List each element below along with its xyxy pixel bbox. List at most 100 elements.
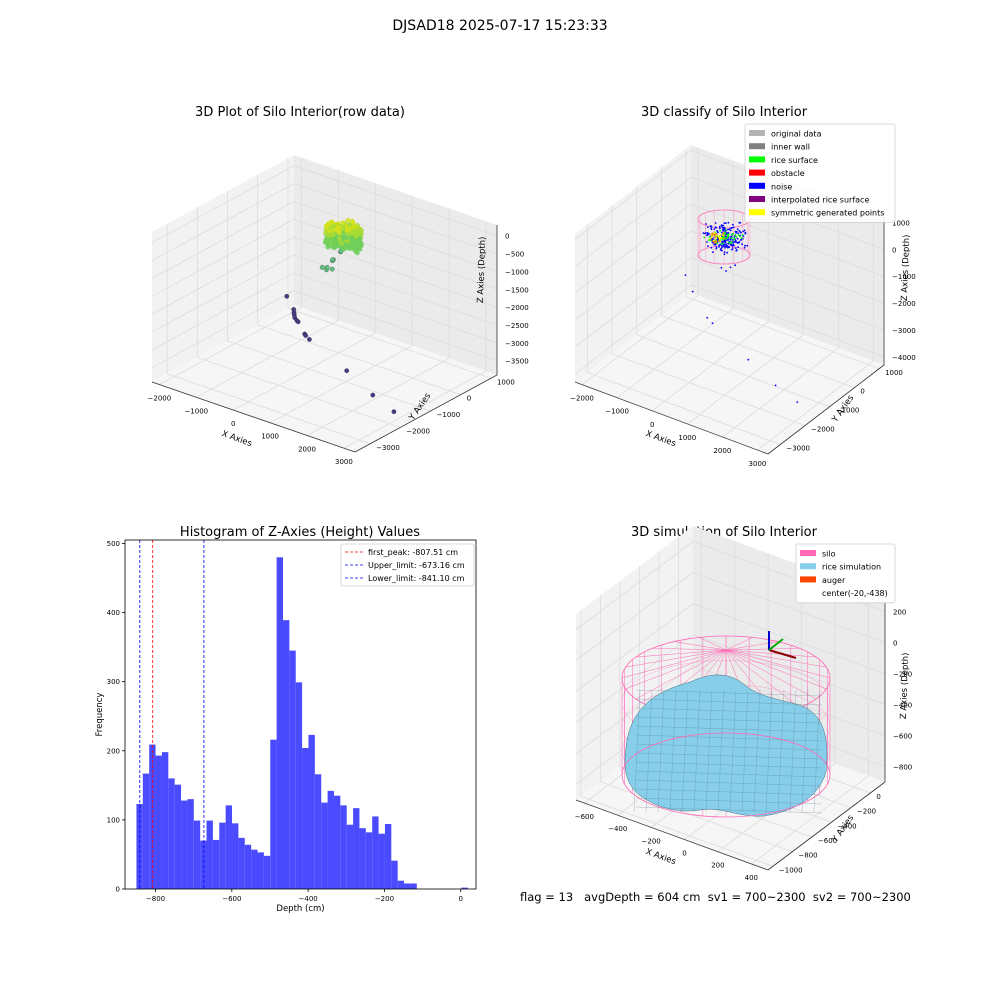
z-grid-line xyxy=(151,183,498,261)
noise-cluster-point xyxy=(746,244,749,247)
noise-cluster-point xyxy=(742,235,745,238)
x-axis-label: X Axies xyxy=(220,429,253,449)
y-grid-line xyxy=(685,148,880,370)
histogram-bar xyxy=(289,650,296,889)
histogram-bar xyxy=(327,790,334,889)
noise-cluster-point xyxy=(714,222,717,224)
rice-mesh-line xyxy=(635,806,823,814)
z-tick-label: 200 xyxy=(893,609,906,617)
noise-cluster-point xyxy=(718,244,720,247)
z-axis-label: Z Axies (Depth) xyxy=(900,234,912,301)
histogram-bar xyxy=(461,887,468,889)
noise-cluster-point xyxy=(723,222,726,225)
symmetric-point xyxy=(719,240,722,243)
z-tick-label: −2500 xyxy=(505,322,529,330)
x-axis-label: X Axies xyxy=(644,429,677,449)
noise-cluster-point xyxy=(728,228,731,231)
legend-label: auger xyxy=(822,576,846,585)
histogram-bar xyxy=(225,805,233,889)
histogram-bar xyxy=(314,774,322,889)
noise-cluster-point xyxy=(714,226,717,229)
x-tick-label: −600 xyxy=(222,895,241,903)
y-grid-line xyxy=(636,186,830,408)
y-grid-line xyxy=(257,174,461,396)
noise-cluster-point xyxy=(713,228,716,230)
noise-cluster-point xyxy=(715,247,718,250)
z-grid-line xyxy=(151,236,498,315)
x-grid-line xyxy=(757,213,874,451)
rice-surface-point xyxy=(727,235,730,237)
legend-box xyxy=(340,543,475,587)
y-grid-line xyxy=(196,207,401,428)
histogram-bar xyxy=(397,880,405,889)
z-tick-label: −3500 xyxy=(505,358,529,366)
x-axis-line xyxy=(575,799,769,871)
rice-surface-point xyxy=(727,241,730,244)
x-grid-line xyxy=(159,157,302,385)
y-grid-line xyxy=(611,205,806,426)
rice-surface-point xyxy=(734,234,737,237)
raw-cluster-point xyxy=(328,226,333,231)
raw-cluster-point xyxy=(325,240,331,245)
raw-cluster-point xyxy=(337,236,343,242)
noise-cluster-point xyxy=(734,239,737,242)
noise-cluster-point xyxy=(741,243,743,246)
histogram-bar xyxy=(200,840,207,889)
rice-mesh-line xyxy=(635,797,823,805)
legend-label: inner wall xyxy=(771,143,810,152)
raw-cluster-point xyxy=(345,235,350,240)
rice-surface-point xyxy=(725,229,727,231)
z-grid-line xyxy=(151,200,498,279)
noise-cluster-point xyxy=(726,251,729,254)
raw-cluster-point xyxy=(332,242,337,247)
rice-surface-point xyxy=(720,243,723,245)
noise-cluster-point xyxy=(720,224,723,227)
symmetric-point xyxy=(710,233,713,236)
x-grid-line xyxy=(687,186,804,425)
raw-cluster-point xyxy=(344,241,349,247)
symmetric-point xyxy=(721,234,724,237)
legend-label: silo xyxy=(822,550,836,559)
noise-cluster-point xyxy=(718,225,721,228)
raw-cluster-point xyxy=(341,245,346,251)
noise-cluster-point xyxy=(732,226,735,229)
raw-cluster-point xyxy=(324,236,330,242)
noise-cluster-point xyxy=(740,238,743,241)
histogram-bar xyxy=(232,823,239,889)
x-tick-label: 1000 xyxy=(678,434,696,442)
noise-cluster-point xyxy=(721,246,723,249)
noise-cluster-point xyxy=(727,232,730,234)
raw-cluster-point xyxy=(357,228,362,234)
silo-roof-line xyxy=(725,648,800,651)
raw-cluster-point xyxy=(350,239,356,244)
y-grid-line xyxy=(580,610,774,867)
legend-swatch xyxy=(749,156,765,163)
noise-cluster-point xyxy=(735,232,737,234)
rice-surface-point xyxy=(737,234,740,237)
raw-data-point xyxy=(307,337,312,342)
noise-cluster-point xyxy=(734,247,737,250)
x-axis-line xyxy=(151,381,356,453)
noise-cluster-point xyxy=(736,237,739,240)
histogram-bar xyxy=(384,824,392,889)
symmetric-point xyxy=(714,236,717,238)
y-grid-line xyxy=(600,595,793,853)
y-tick-label: −1000 xyxy=(836,407,860,415)
z-tick-label: −2000 xyxy=(505,304,529,312)
noise-cluster-point xyxy=(711,238,714,240)
legend-swatch xyxy=(800,563,816,570)
histogram-legend: first_peak: -807.51 cm Upper_limit: -673.… xyxy=(340,543,475,587)
rice-surface-point xyxy=(722,242,725,245)
rice-surface-point xyxy=(739,235,741,238)
noise-point xyxy=(684,274,687,276)
raw-cluster-point xyxy=(356,237,361,242)
noise-cluster-point xyxy=(706,234,708,237)
x-axis-label: Depth (cm) xyxy=(276,904,324,914)
rice-mesh-line xyxy=(693,689,701,813)
noise-cluster-point xyxy=(731,227,733,229)
histogram-bar xyxy=(257,852,264,889)
rice-surface-point xyxy=(733,238,736,241)
x-tick-label: −200 xyxy=(375,895,394,903)
raw-data-point xyxy=(284,293,290,299)
